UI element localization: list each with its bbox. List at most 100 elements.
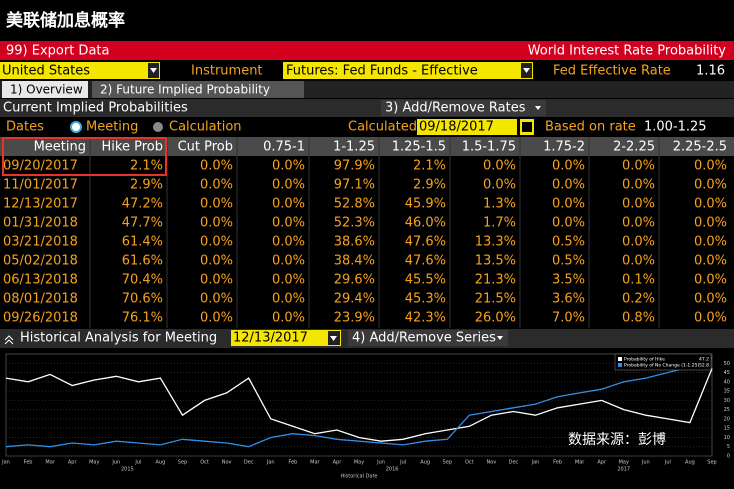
legend-swatch — [618, 357, 622, 361]
cell: 47.7% — [122, 216, 163, 231]
column-header: 1.25-1.5 — [392, 140, 446, 155]
tab[interactable]: 1) Overview — [10, 83, 83, 97]
export-button[interactable]: 99) Export Data — [6, 44, 109, 59]
tab-active[interactable] — [2, 81, 88, 98]
cell: 0.0% — [694, 159, 727, 174]
cell: 0.0% — [272, 159, 305, 174]
meeting-date: 09/26/2018 — [3, 311, 78, 326]
cell: 0.0% — [200, 216, 233, 231]
legend-swatch — [618, 363, 622, 367]
cell: 0.0% — [272, 197, 305, 212]
column-header: 1.75-2 — [543, 140, 585, 155]
meeting-date: 05/02/2018 — [3, 254, 78, 269]
meeting-date: 08/01/2018 — [3, 292, 78, 307]
instrument-field[interactable] — [283, 62, 533, 79]
table: Meeting Hike Prob Cut Prob 0.75-1 1-1.25 1.25… — [3, 137, 727, 328]
y-tick-label: 35 — [724, 389, 730, 395]
cell: 0.0% — [272, 216, 305, 231]
radio-label[interactable]: Calculation — [169, 120, 242, 135]
x-tick-label: Apr — [68, 460, 78, 466]
based-rate: 1.00-1.25 — [644, 120, 707, 135]
collapse-icon[interactable] — [4, 335, 14, 345]
series-button-label[interactable]: 4) Add/Remove Series — [352, 331, 496, 346]
cell: 97.1% — [334, 178, 375, 193]
cell: 0.0% — [552, 159, 585, 174]
x-tick-label: Jul — [399, 460, 406, 466]
cell: 38.6% — [334, 235, 375, 250]
rates-button-label[interactable]: 3) Add/Remove Rates — [385, 101, 526, 116]
x-tick-label: Mar — [310, 460, 320, 466]
cell: 0.0% — [272, 254, 305, 269]
cell: 0.0% — [200, 292, 233, 307]
section-title: Current Implied Probabilities — [3, 101, 188, 116]
x-tick-label: Sep — [178, 460, 187, 466]
dropdown-arrow — [535, 106, 541, 110]
dropdown-arrow — [150, 68, 157, 73]
country: United States — [2, 64, 90, 79]
x-tick-label: Apr — [597, 460, 607, 466]
x-tick-label: Dec — [509, 460, 519, 466]
meeting-date: 12/13/2017 — [3, 197, 78, 212]
meeting-field[interactable] — [231, 330, 341, 346]
cell: 0.0% — [272, 273, 305, 288]
title-bar — [0, 0, 734, 41]
cell: 0.0% — [200, 311, 233, 326]
history-title: Historical Analysis for Meeting — [20, 331, 217, 346]
x-tick-label: Dec — [244, 460, 254, 466]
x-tick-label: Jan — [531, 460, 540, 466]
cell: 0.8% — [622, 311, 655, 326]
column-header: Meeting — [34, 140, 86, 155]
dates-label: Dates — [6, 120, 44, 135]
column-header: 1.5-1.75 — [462, 140, 516, 155]
meeting-date: 11/01/2017 — [3, 178, 78, 193]
cell: 13.5% — [475, 254, 516, 269]
calculated-label: Calculated — [348, 120, 417, 135]
y-tick-label: 20 — [724, 416, 730, 422]
cell: 70.4% — [122, 273, 163, 288]
radio-label[interactable]: Meeting — [86, 120, 138, 135]
x-tick-label: Aug — [156, 460, 166, 466]
watermark: 数据来源：彭博 — [568, 431, 666, 448]
cell: 0.2% — [622, 292, 655, 307]
country-field[interactable] — [0, 62, 160, 79]
x-tick-label: Jun — [376, 460, 385, 466]
tab-inactive[interactable] — [92, 81, 304, 98]
cell: 0.0% — [272, 235, 305, 250]
year-label: 2016 — [386, 467, 399, 473]
cell: 45.9% — [405, 197, 446, 212]
legend-value: 52.8 — [699, 363, 709, 369]
series-line — [5, 368, 713, 442]
calendar-icon — [522, 122, 532, 132]
cell: 38.4% — [334, 254, 375, 269]
date-field[interactable] — [417, 119, 517, 135]
legend-label: Probability of Hike — [624, 357, 665, 363]
x-tick-label: Aug — [420, 460, 430, 466]
cell: 0.0% — [622, 197, 655, 212]
radio-selected[interactable] — [70, 121, 82, 133]
cell: 0.0% — [272, 292, 305, 307]
cell: 0.0% — [694, 178, 727, 193]
y-tick-label: 10 — [724, 435, 730, 441]
radio[interactable] — [153, 122, 163, 132]
cell: 0.0% — [622, 216, 655, 231]
cell: 2.9% — [130, 178, 163, 193]
history-meeting: 12/13/2017 — [233, 331, 308, 346]
series-button[interactable] — [348, 330, 508, 346]
column-header: 2.25-2.5 — [673, 140, 727, 155]
column-header: Cut Prob — [178, 140, 233, 155]
cell: 26.0% — [475, 311, 516, 326]
x-tick-label: Nov — [222, 460, 232, 466]
cell: 0.0% — [272, 178, 305, 193]
rates-button[interactable] — [381, 100, 546, 116]
highlight-box — [2, 137, 167, 176]
x-tick-label: Jun — [641, 460, 650, 466]
tab[interactable]: 2) Future Implied Probability — [100, 83, 270, 97]
cell: 21.5% — [475, 292, 516, 307]
page-title: 美联储加息概率 — [6, 10, 125, 31]
meeting-date: 03/21/2018 — [3, 235, 78, 250]
cell: 0.0% — [694, 235, 727, 250]
legend — [614, 353, 712, 371]
cell: 29.6% — [334, 273, 375, 288]
column-header: 1-1.25 — [333, 140, 375, 155]
column-header: Hike Prob — [102, 140, 163, 155]
